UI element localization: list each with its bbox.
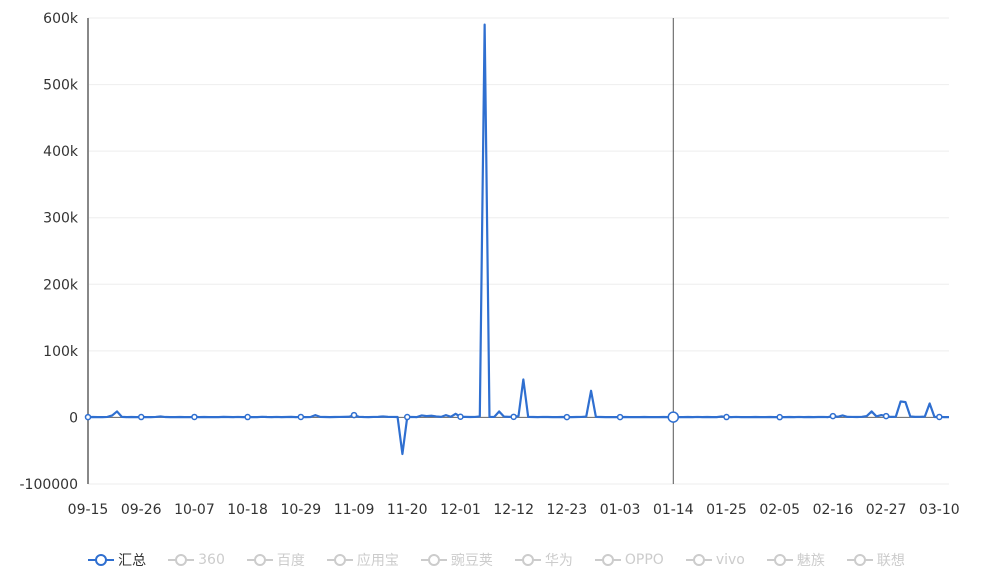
data-point (350, 411, 358, 419)
x-tick-label: 11-09 (334, 502, 375, 518)
legend-item[interactable]: 百度 (246, 550, 305, 570)
data-point (297, 413, 305, 421)
legend-label: 魅族 (796, 553, 825, 569)
x-tick-label: 12-23 (547, 502, 588, 518)
x-tick-label: 02-27 (866, 502, 907, 518)
x-tick-label: 03-10 (919, 502, 960, 518)
legend-icon (168, 554, 195, 566)
y-tick-label: -100000 (20, 477, 79, 493)
x-tick-label: 01-14 (653, 502, 694, 518)
data-point (723, 413, 730, 421)
x-tick-label: 01-25 (706, 502, 747, 518)
y-tick-label: 100k (43, 344, 79, 360)
legend-item[interactable]: 魅族 (766, 550, 825, 570)
x-tick-label: 12-01 (440, 502, 481, 518)
x-tick-label: 02-16 (813, 502, 854, 518)
y-tick-label: 0 (69, 410, 78, 426)
legend-item[interactable]: 豌豆荚 (420, 550, 493, 570)
data-point (616, 413, 624, 421)
x-tick-label: 02-05 (759, 502, 800, 518)
x-tick-label: 10-07 (174, 502, 215, 518)
data-point (667, 411, 680, 423)
chart: -100000 0 100k 200k 300k 400k 500k 600k 09-15 09-… (20, 11, 960, 518)
y-tick-label: 400k (43, 144, 79, 160)
legend-item[interactable]: 应用宝 (326, 550, 399, 570)
legend-label: 应用宝 (356, 553, 399, 569)
legend-label: vivo (715, 552, 745, 568)
x-tick-label: 11-20 (387, 502, 428, 518)
legend-label: 联想 (876, 553, 905, 569)
data-point (137, 413, 145, 421)
legend-item[interactable]: 汇总 (88, 550, 146, 570)
legend-item[interactable]: 360 (168, 550, 225, 570)
data-point (882, 412, 890, 420)
legend-label: 华为 (544, 553, 573, 569)
y-tick-label: 600k (43, 11, 79, 27)
data-point (403, 413, 411, 421)
data-point (776, 413, 783, 421)
data-point (84, 413, 92, 421)
x-tick-label: 01-03 (600, 502, 641, 518)
legend-label: 汇总 (118, 553, 147, 569)
legend-icon (514, 554, 541, 566)
legend-label: 360 (198, 552, 225, 568)
data-point (563, 413, 571, 421)
data-point (457, 413, 464, 421)
legend-icon (246, 554, 273, 566)
series-line (87, 23, 950, 456)
legend: 汇总 360 百度 应用宝 豌豆荚 华为 OPPO vivo 魅族 联想 (0, 550, 993, 570)
legend-icon (766, 554, 793, 566)
legend-icon (326, 554, 353, 566)
legend-icon (88, 554, 115, 566)
legend-item[interactable]: 联想 (846, 550, 905, 570)
x-tick-label: 10-29 (280, 502, 321, 518)
data-point (936, 413, 943, 421)
legend-label: OPPO (624, 552, 664, 568)
data-point (244, 413, 251, 421)
data-point (191, 413, 198, 421)
data-point (829, 412, 837, 420)
x-tick-label: 12-12 (493, 502, 534, 518)
data-point (510, 413, 517, 421)
x-tick-label: 10-18 (227, 502, 268, 518)
legend-icon (846, 554, 873, 566)
y-tick-label: 200k (43, 277, 79, 293)
x-tick-label: 09-15 (68, 502, 109, 518)
legend-item[interactable]: 华为 (514, 550, 573, 570)
legend-item[interactable]: vivo (685, 550, 745, 570)
legend-icon (594, 554, 621, 566)
legend-label: 豌豆荚 (450, 553, 493, 569)
legend-item[interactable]: OPPO (594, 550, 664, 570)
y-tick-label: 300k (43, 211, 79, 227)
y-tick-label: 500k (43, 78, 79, 94)
legend-icon (685, 554, 712, 566)
legend-icon (420, 554, 447, 566)
legend-label: 百度 (276, 553, 305, 569)
x-tick-label: 09-26 (121, 502, 162, 518)
